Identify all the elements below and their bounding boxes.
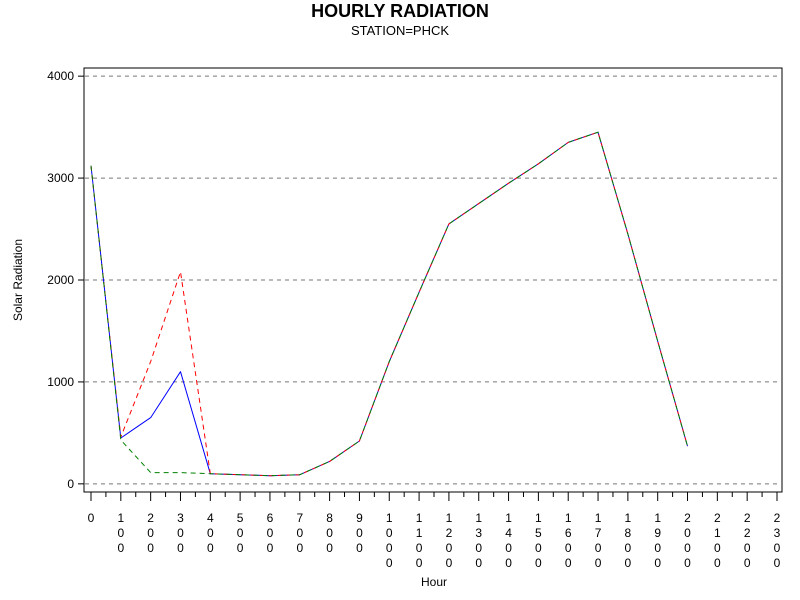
series-line-1 [90,131,688,477]
y-axis: 0 1000 2000 3000 4000 [47,69,84,491]
x-axis-label: Hour [421,575,447,589]
chart-title: HOURLY RADIATION [311,1,489,21]
series-line-2 [90,131,688,477]
x-axis: 0 1 0 0 2 0 0 3 0 0 4 0 0 5 0 0 6 0 0 7 0 0 8 0 0 9 0 0 1 0 0 0 1 1 0 0 1 2 0 0… [88,492,781,570]
grid-lines [85,75,781,485]
y-tick-label: 4000 [47,69,74,83]
chart-subtitle: STATION=PHCK [350,23,450,38]
y-tick-label: 3000 [47,171,74,185]
y-tick-label: 2000 [47,273,74,287]
x-tick-label: 0 [88,511,95,525]
series-line-3 [90,131,688,477]
series-lines [90,131,688,477]
y-tick-label: 1000 [47,375,74,389]
y-tick-label: 0 [67,477,74,491]
y-axis-label: Solar Radiation [11,239,25,321]
